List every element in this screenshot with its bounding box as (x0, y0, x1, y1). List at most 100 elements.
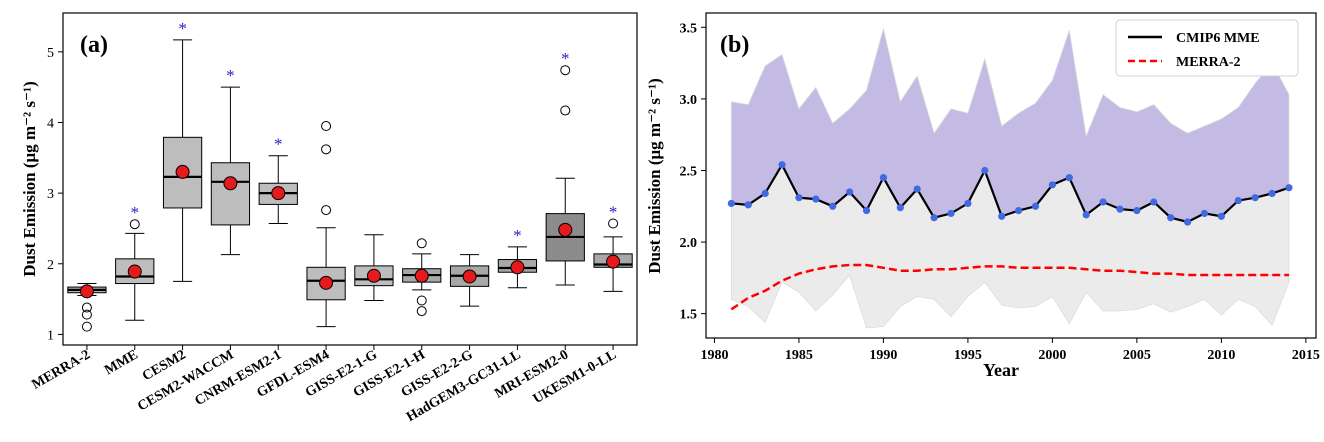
mme-point-1981 (727, 199, 735, 208)
x-tick-label: 2005 (1123, 348, 1151, 363)
mme-point-1993 (930, 214, 938, 222)
outlier-gfdl-esm4-2 (321, 121, 332, 132)
mme-point-2006 (1150, 198, 1158, 206)
mme-point-1990 (879, 174, 888, 182)
outlier-mme-0 (129, 219, 140, 230)
mme-point-2013 (1268, 189, 1276, 197)
mme-point-1982 (744, 201, 752, 209)
mme-point-2005 (1133, 206, 1141, 215)
mme-point-1989 (862, 206, 871, 215)
mme-point-1985 (795, 194, 803, 202)
panel-a-y-ticks: 1 2 3 4 5 (47, 46, 63, 343)
significance-star-mme: * (131, 203, 140, 222)
x-tick-label: 1995 (954, 348, 982, 363)
mme-point-2001 (1065, 174, 1073, 182)
outlier-merra-2-0 (81, 302, 92, 313)
outlier-merra-2-1 (81, 309, 92, 320)
mme-point-2002 (1082, 211, 1090, 219)
y-tick-label: 3.5 (680, 21, 698, 36)
y-tick-label: 3 (47, 187, 54, 202)
box-group-ukesm1-0-ll: * (593, 203, 633, 292)
box-group-mri-esm2-0: * (545, 49, 585, 286)
mean-marker-cnrm-esm2-1 (271, 186, 286, 201)
legend-label-merra-2: MERRA-2 (1176, 55, 1241, 70)
mme-point-1995 (964, 199, 972, 208)
panel-b-timeseries: 1.5 2.0 2.5 3.0 3.5 1980 1985 1990 1995 2000 2005… (645, 12, 1320, 380)
mean-marker-cesm2 (175, 164, 190, 179)
mme-point-1998 (1015, 206, 1023, 215)
mme-point-1994 (947, 209, 955, 218)
mme-point-2014 (1285, 184, 1293, 192)
box-group-cesm2: * (162, 19, 203, 282)
outlier-merra-2-2 (81, 321, 92, 332)
y-tick-label: 2.0 (680, 236, 698, 251)
mean-marker-mme (127, 264, 142, 279)
panel-a-frame (62, 12, 638, 346)
box-group-merra-2 (67, 283, 107, 332)
mme-point-2004 (1116, 205, 1124, 213)
x-tick-label: 1980 (700, 348, 728, 363)
mme-point-1996 (981, 166, 989, 175)
mme-point-1986 (812, 195, 820, 203)
mme-point-1997 (998, 212, 1006, 220)
mean-marker-merra-2 (79, 284, 94, 299)
box-group-hadgem3-gc31-ll: * (497, 226, 538, 289)
x-tick-label: 2015 (1292, 348, 1320, 363)
mme-point-1991 (896, 204, 904, 212)
outlier-gfdl-esm4-1 (321, 144, 332, 155)
mme-point-2007 (1167, 214, 1175, 222)
series-line-cmip6-mme (731, 162, 1290, 224)
mean-marker-gfdl-esm4 (319, 275, 334, 290)
mean-marker-mri-esm2-0 (558, 222, 573, 237)
box-group-gfdl-esm4 (306, 121, 346, 328)
box-group-mme: * (115, 203, 155, 321)
significance-star-ukesm1-0-ll: * (609, 203, 618, 222)
panel-b-x-axis-label: Year (983, 360, 1019, 380)
panel-a-plot-area: * * * * * * * (67, 19, 633, 332)
y-tick-label: 1.5 (680, 308, 698, 323)
x-tick-label: 1985 (785, 348, 813, 363)
y-tick-label: 1 (47, 328, 54, 343)
outlier-ukesm1-0-ll-0 (608, 218, 619, 229)
mme-point-2010 (1217, 212, 1225, 220)
significance-star-cnrm-esm2-1: * (274, 135, 283, 154)
mme-point-1992 (913, 185, 921, 193)
mme-point-2012 (1251, 194, 1259, 202)
outlier-gfdl-esm4-0 (321, 205, 332, 216)
x-tick-label-mme: MME (102, 347, 140, 378)
box-group-cesm2-waccm: * (210, 66, 251, 256)
y-tick-label: 4 (47, 116, 54, 131)
series-line-merra-2 (730, 263, 1289, 311)
mme-point-1983 (761, 189, 769, 197)
box-group-giss-e2-2-g (449, 254, 490, 307)
mean-marker-giss-e2-1-g (366, 268, 381, 283)
panel-a-y-axis-label: Dust Emission (μg m⁻² s⁻¹) (20, 81, 39, 277)
mean-marker-giss-e2-1-h (414, 268, 429, 283)
y-tick-label: 5 (47, 46, 54, 61)
significance-star-hadgem3-gc31-ll: * (513, 226, 522, 245)
mean-marker-hadgem3-gc31-ll (510, 260, 525, 275)
mean-marker-cesm2-waccm (223, 176, 238, 191)
mme-point-1984 (778, 161, 786, 169)
mme-point-2008 (1183, 218, 1192, 226)
panel-a-label: (a) (80, 32, 108, 58)
x-tick-label-ukesm1-0-ll: UKESM1-0-LL (531, 347, 619, 407)
y-tick-label: 2.5 (680, 164, 698, 179)
mme-point-2011 (1234, 196, 1242, 205)
mme-point-1988 (846, 188, 854, 196)
mme-point-1987 (829, 202, 837, 210)
panel-b-frame (705, 12, 1317, 339)
x-tick-label-merra-2: MERRA-2 (30, 347, 93, 392)
significance-star-mri-esm2-0: * (561, 49, 570, 68)
box-group-cnrm-esm2-1: * (258, 135, 298, 225)
significance-star-cesm2: * (178, 19, 187, 38)
box-group-giss-e2-1-h (402, 238, 442, 317)
panel-b-y-ticks: 1.5 2.0 2.5 3.0 3.5 (680, 21, 706, 323)
x-tick-label: 2000 (1038, 348, 1066, 363)
legend-label-cmip6-mme: CMIP6 MME (1176, 31, 1260, 46)
mean-marker-giss-e2-2-g (462, 269, 477, 284)
mme-point-2009 (1200, 209, 1209, 218)
outlier-giss-e2-1-h-1 (416, 295, 427, 306)
box-group-giss-e2-1-g (354, 234, 394, 301)
